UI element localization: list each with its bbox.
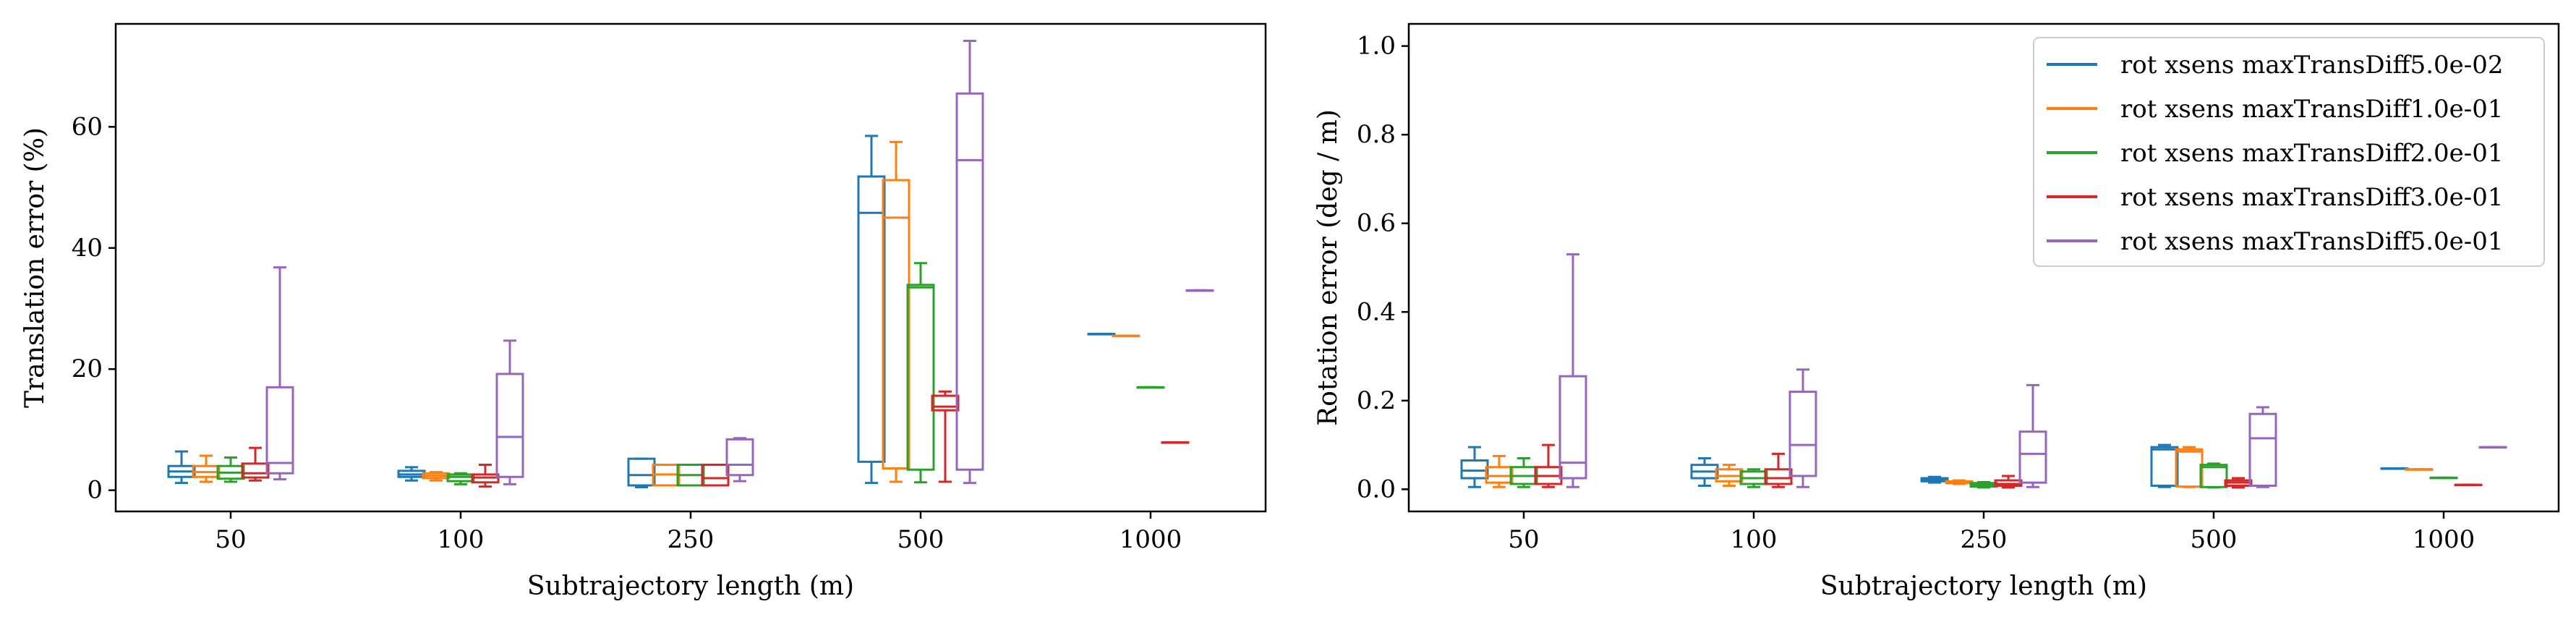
series-1 bbox=[1460, 443, 2409, 488]
plot-frame bbox=[114, 22, 1267, 513]
y-tick-label-2: 20 bbox=[72, 354, 103, 383]
series-2 bbox=[1485, 446, 2434, 488]
x-tick-label-2: 100 bbox=[438, 525, 485, 554]
box-s4-c3-iqr bbox=[701, 464, 730, 487]
legend-label-2: rot xsens maxTransDiff1.0e-01 bbox=[2120, 95, 2504, 124]
x-tick-label-2: 100 bbox=[1731, 525, 1778, 554]
y-tick-label-4: 60 bbox=[72, 112, 103, 141]
y-tick-label-6: 1.0 bbox=[1357, 32, 1396, 61]
y-tick-label-4: 0.6 bbox=[1357, 209, 1396, 238]
legend: rot xsens maxTransDiff5.0e-02 rot xsens m… bbox=[2033, 37, 2545, 267]
x-tick-label-5: 1000 bbox=[2413, 525, 2475, 554]
box-s5-c3-iqr bbox=[725, 438, 754, 477]
box-s3-c4-iqr bbox=[2199, 464, 2228, 488]
box-s1-c1-iqr bbox=[1460, 459, 1489, 480]
legend-label-4: rot xsens maxTransDiff3.0e-01 bbox=[2120, 183, 2504, 212]
box-s3-c4-iqr bbox=[906, 284, 935, 471]
series-5 bbox=[1558, 253, 2507, 488]
legend-label-1: rot xsens maxTransDiff5.0e-02 bbox=[2120, 51, 2504, 80]
x-tick-label-3: 250 bbox=[1961, 525, 2008, 554]
series-2 bbox=[192, 140, 1140, 487]
box-s5-c1-iqr bbox=[265, 386, 294, 475]
series-1 bbox=[167, 135, 1116, 489]
box-s5-c4-iqr bbox=[2248, 412, 2277, 487]
x-tick-label-4: 500 bbox=[2191, 525, 2238, 554]
series-4 bbox=[1534, 443, 2483, 489]
x-axis-label: Subtrajectory length (m) bbox=[1820, 571, 2147, 601]
box-s2-c4-iqr bbox=[882, 179, 910, 470]
y-tick-label-3: 40 bbox=[72, 234, 103, 263]
x-tick-label-4: 500 bbox=[897, 525, 944, 554]
y-tick-label-1: 0 bbox=[87, 476, 103, 505]
legend-box bbox=[2033, 37, 2545, 267]
box-s5-c2-iqr bbox=[1788, 391, 1817, 477]
series-4 bbox=[241, 390, 1190, 488]
box-s2-c1-iqr bbox=[1485, 466, 1514, 484]
box-s5-c1-iqr bbox=[1558, 375, 1587, 480]
x-tick-label-1: 50 bbox=[1508, 525, 1539, 554]
box-s2-c4-iqr bbox=[2175, 448, 2204, 488]
y-axis-label: Rotation error (deg / m) bbox=[1313, 109, 1343, 426]
x-tick-label-1: 50 bbox=[215, 525, 246, 554]
y-tick-label-5: 0.8 bbox=[1357, 120, 1396, 149]
box-s1-c3-iqr bbox=[627, 457, 656, 487]
y-tick-label-2: 0.2 bbox=[1357, 386, 1396, 415]
box-s5-c3-iqr bbox=[2018, 430, 2047, 484]
y-axis-label: Translation error (%) bbox=[20, 127, 50, 408]
legend-label-5: rot xsens maxTransDiff5.0e-01 bbox=[2120, 227, 2504, 256]
translation-error-chart: 0 20 40 60 50 100 250 500 1000 Subtrajectory leng… bbox=[20, 22, 1267, 601]
x-tick-label-3: 250 bbox=[668, 525, 715, 554]
series-3 bbox=[216, 262, 1165, 487]
y-tick-label-1: 0.0 bbox=[1357, 475, 1396, 503]
rotation-error-chart: 0.0 0.2 0.4 0.6 0.8 1.0 50 100 250 500 1000 Subtraj… bbox=[1313, 22, 2560, 601]
box-s5-c2-iqr bbox=[495, 373, 524, 478]
y-tick-label-3: 0.4 bbox=[1357, 297, 1396, 326]
x-tick-label-5: 1000 bbox=[1119, 525, 1182, 554]
legend-label-3: rot xsens maxTransDiff2.0e-01 bbox=[2120, 139, 2504, 168]
x-axis-label: Subtrajectory length (m) bbox=[527, 571, 854, 601]
box-s5-c4-iqr bbox=[955, 92, 984, 471]
box-s4-c4-iqr bbox=[931, 394, 960, 412]
series-3 bbox=[1509, 456, 2458, 489]
box-s4-c2-iqr bbox=[1764, 468, 1793, 485]
box-s1-c4-iqr bbox=[857, 175, 886, 463]
series-5 bbox=[265, 39, 1214, 485]
box-s4-c1-iqr bbox=[241, 462, 270, 479]
box-s1-c4-iqr bbox=[2150, 446, 2179, 487]
